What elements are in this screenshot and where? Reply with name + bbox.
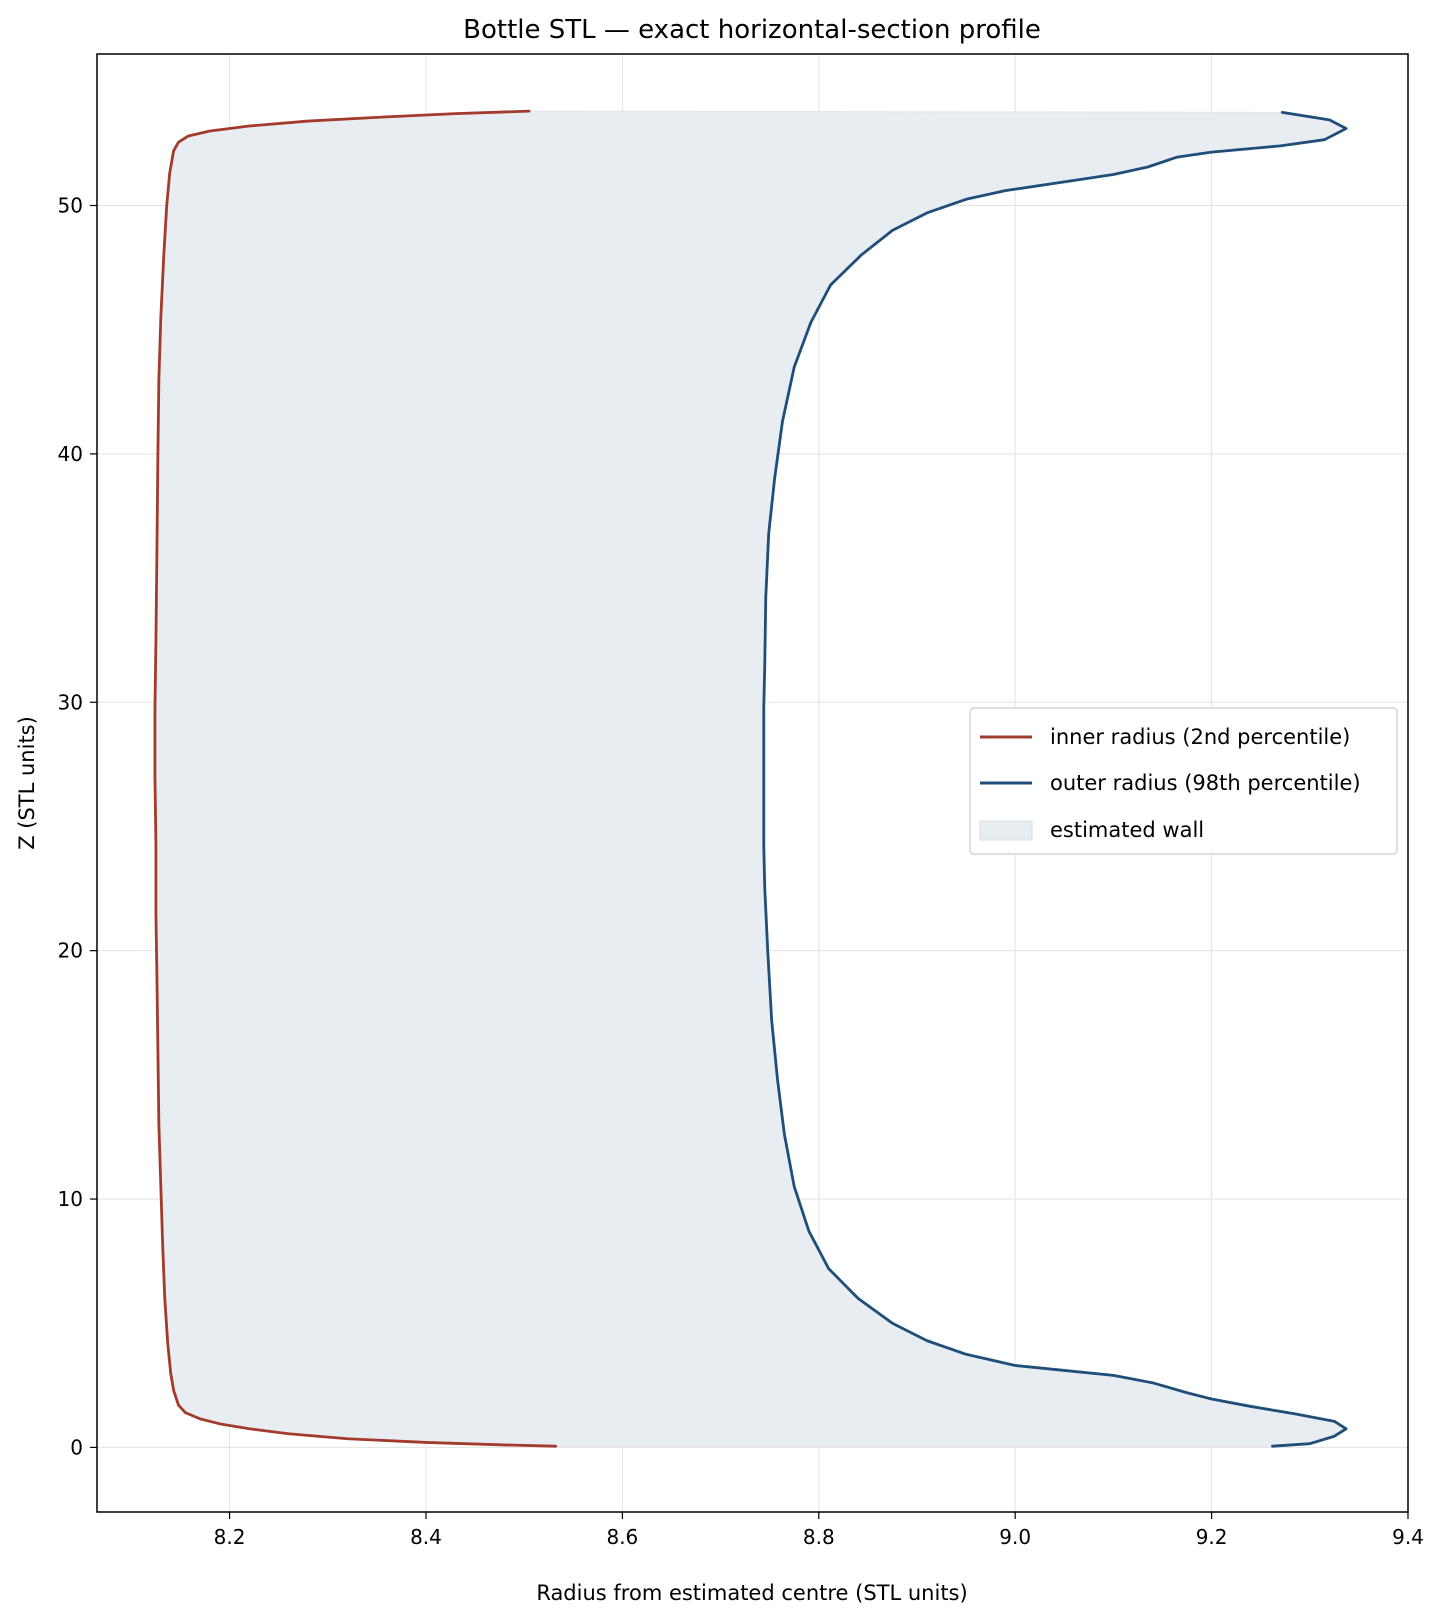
legend-label-wall: estimated wall xyxy=(1050,818,1204,842)
y-tick-label: 50 xyxy=(58,194,83,218)
y-axis-label: Z (STL units) xyxy=(15,716,39,850)
legend-swatch-wall xyxy=(979,820,1033,841)
inner-radius-line xyxy=(153,109,558,1448)
x-tick-label: 8.2 xyxy=(214,1525,246,1549)
series-layer xyxy=(153,109,1348,1448)
chart-title: Bottle STL — exact horizontal-section pr… xyxy=(463,15,1041,45)
outer-radius-line xyxy=(762,110,1348,1448)
legend-label-inner: inner radius (2nd percentile) xyxy=(1050,725,1350,749)
x-tick-label: 8.8 xyxy=(803,1525,835,1549)
y-tick-label: 10 xyxy=(58,1187,83,1211)
y-tick-label: 0 xyxy=(70,1435,83,1459)
x-tick-label: 8.4 xyxy=(410,1525,442,1549)
x-axis-label: Radius from estimated centre (STL units) xyxy=(536,1581,967,1605)
legend: inner radius (2nd percentile) outer radi… xyxy=(969,707,1398,855)
legend-frame xyxy=(969,707,1398,855)
x-tick-label: 9.0 xyxy=(999,1525,1031,1549)
ticks: 8.2 8.4 8.6 8.8 9.0 9.2 9.4 0 10 20 30 40 50 xyxy=(58,194,1424,1549)
plot-frame xyxy=(96,53,1409,1513)
x-tick-label: 8.6 xyxy=(606,1525,638,1549)
y-tick-label: 30 xyxy=(58,690,83,714)
y-tick-label: 40 xyxy=(58,442,83,466)
x-tick-label: 9.2 xyxy=(1196,1525,1228,1549)
x-tick-label: 9.4 xyxy=(1392,1525,1424,1549)
legend-label-outer: outer radius (98th percentile) xyxy=(1050,771,1361,795)
y-tick-label: 20 xyxy=(58,939,83,963)
